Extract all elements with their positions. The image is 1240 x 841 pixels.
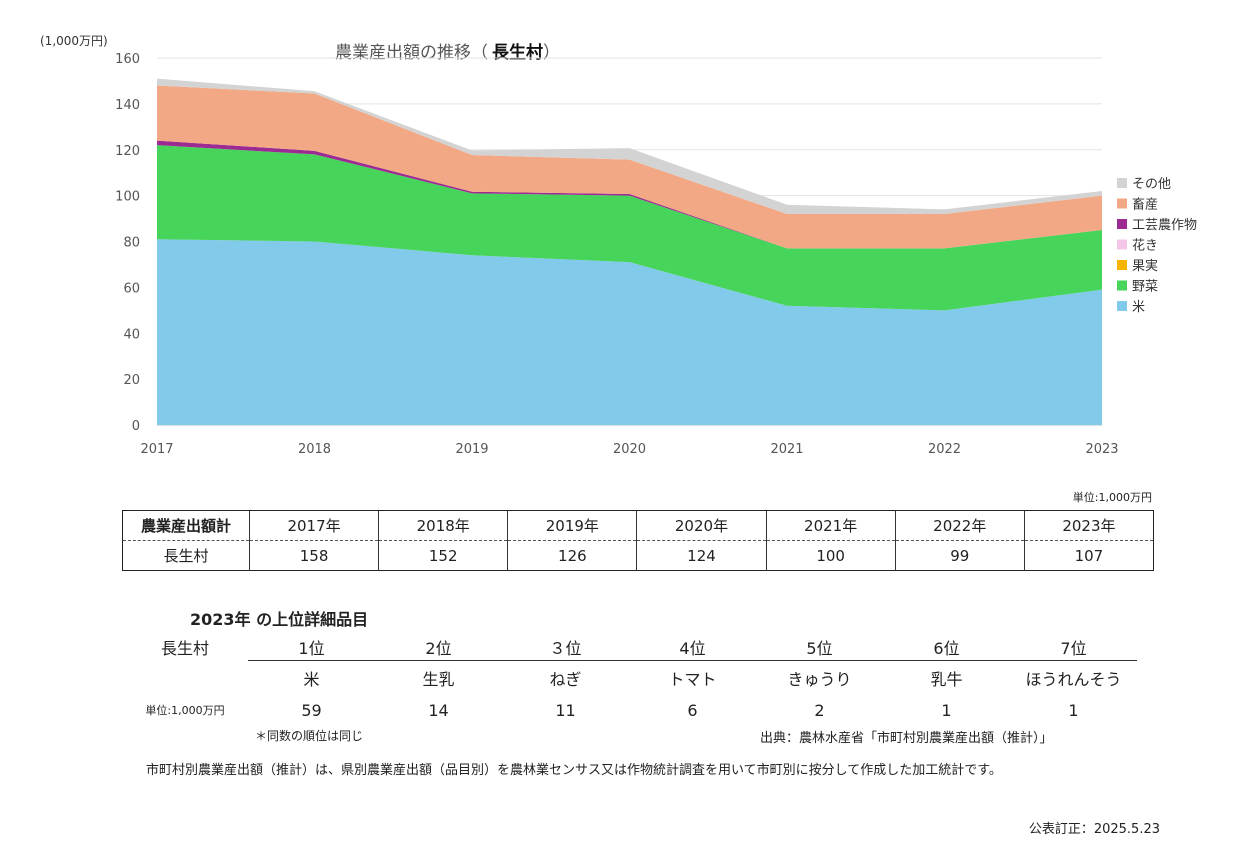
legend-label: 畜産 [1132, 197, 1158, 213]
rank-value: 11 [555, 700, 576, 720]
stacked-area-chart: 0 20 40 60 80 100 120 140 160 2017 2018 2019 2020 202… [115, 52, 1197, 457]
totals-year-cell: 2020年 [636, 510, 767, 541]
rank-label: 1位 [248, 633, 375, 661]
revision-date: 公表訂正：2025.5.23 [1028, 822, 1160, 837]
legend-label: 野菜 [1132, 280, 1158, 295]
ranking-title: 2023年 の上位詳細品目 [190, 610, 369, 629]
totals-value-cell: 124 [636, 540, 767, 571]
rank-value: 2 [814, 700, 825, 720]
rank-label: 2位 [375, 633, 502, 661]
y-tick-label: 40 [123, 327, 140, 342]
totals-year-cell: 2018年 [378, 510, 509, 541]
ranking-value-row: 単位:1,000万円 59 14 11 6 2 1 1 [122, 695, 1137, 725]
totals-header-label: 農業産出額計 [122, 510, 250, 541]
totals-value-cell: 152 [378, 540, 509, 571]
ranking-unit-label: 単位:1,000万円 [145, 704, 225, 717]
same-rank-note: ＊同数の順位は同じ [255, 729, 364, 743]
legend-swatch [1117, 219, 1127, 229]
series-area [157, 145, 1102, 311]
rank-value: 1 [941, 700, 952, 720]
methodology-footnote: 市町村別農業産出額（推計）は、県別農業産出額（品目別）を農林業センサス又は作物統… [146, 763, 1002, 778]
totals-value-cell: 126 [507, 540, 638, 571]
x-tick-label: 2017 [140, 442, 173, 457]
rank-item: ねぎ [549, 670, 582, 689]
y-tick-label: 100 [115, 190, 140, 205]
y-tick-label: 0 [132, 419, 140, 434]
rank-item: 米 [303, 670, 320, 689]
y-tick-label: 120 [115, 144, 140, 159]
legend-swatch [1117, 301, 1127, 311]
x-tick-label: 2022 [928, 442, 961, 457]
rank-value: 59 [301, 700, 322, 720]
legend-label: 花き [1132, 238, 1158, 254]
series-area [157, 85, 1102, 249]
totals-unit-label: 単位:1,000万円 [1072, 491, 1152, 504]
totals-year-cell: 2022年 [895, 510, 1025, 541]
source-note: 出典：農林水産省「市町村別農業産出額（推計）」 [760, 731, 1053, 746]
y-tick-label: 80 [123, 236, 140, 251]
legend-swatch [1117, 260, 1127, 270]
totals-year-cell: 2023年 [1024, 510, 1154, 541]
x-tick-label: 2018 [298, 442, 331, 457]
rank-value: 14 [428, 700, 449, 720]
totals-row-label: 長生村 [122, 540, 250, 571]
rank-item: 生乳 [422, 670, 455, 689]
ranking-table: 長生村 1位 2位 ３位 4位 5位 6位 7位 米 生乳 ねぎ トマト きゅう… [122, 633, 1137, 725]
totals-year-cell: 2019年 [507, 510, 638, 541]
totals-value-row: 長生村 158 152 126 124 100 99 107 [122, 540, 1154, 571]
legend-swatch [1117, 239, 1127, 250]
legend-swatch [1117, 178, 1127, 188]
legend-label: 米 [1132, 300, 1145, 315]
totals-value-cell: 99 [895, 540, 1025, 571]
totals-year-cell: 2021年 [766, 510, 896, 541]
series-area [157, 239, 1102, 425]
rank-label: 4位 [629, 633, 756, 661]
rank-item: ほうれんそう [1025, 670, 1122, 689]
rank-label: 5位 [756, 633, 883, 661]
totals-value-cell: 158 [249, 540, 380, 571]
y-axis-unit-label: (1,000万円) [40, 34, 108, 48]
ranking-rank-row: 長生村 1位 2位 ３位 4位 5位 6位 7位 [122, 633, 1137, 661]
y-tick-label: 60 [123, 281, 140, 296]
rank-label: ３位 [502, 633, 629, 661]
x-tick-label: 2020 [613, 442, 646, 457]
legend-swatch [1117, 198, 1127, 209]
totals-year-cell: 2017年 [249, 510, 380, 541]
ranking-item-row: 米 生乳 ねぎ トマト きゅうり 乳牛 ほうれんそう [122, 661, 1137, 696]
legend-label: 果実 [1132, 258, 1158, 274]
totals-header-row: 農業産出額計 2017年 2018年 2019年 2020年 2021年 202… [122, 510, 1154, 541]
legend-label: その他 [1132, 177, 1171, 192]
x-tick-label: 2019 [455, 442, 488, 457]
totals-table: 農業産出額計 2017年 2018年 2019年 2020年 2021年 202… [122, 510, 1154, 571]
totals-value-cell: 107 [1074, 546, 1104, 565]
rank-value: 6 [687, 700, 698, 720]
ranking-place: 長生村 [160, 638, 209, 658]
x-tick-label: 2021 [770, 442, 803, 457]
legend-label: 工芸農作物 [1132, 217, 1197, 233]
legend-swatch [1117, 280, 1127, 291]
x-tick-label: 2023 [1085, 442, 1118, 457]
y-tick-label: 160 [115, 52, 140, 67]
rank-label: 7位 [1010, 633, 1137, 661]
y-tick-label: 20 [123, 373, 140, 388]
rank-value: 1 [1068, 700, 1079, 720]
rank-item: 乳牛 [930, 670, 963, 689]
rank-item: トマト [668, 670, 717, 689]
rank-item: きゅうり [787, 670, 852, 689]
y-tick-label: 140 [115, 98, 140, 113]
rank-label: 6位 [883, 633, 1010, 661]
series-area [157, 140, 1102, 249]
totals-value-cell: 100 [766, 540, 896, 571]
